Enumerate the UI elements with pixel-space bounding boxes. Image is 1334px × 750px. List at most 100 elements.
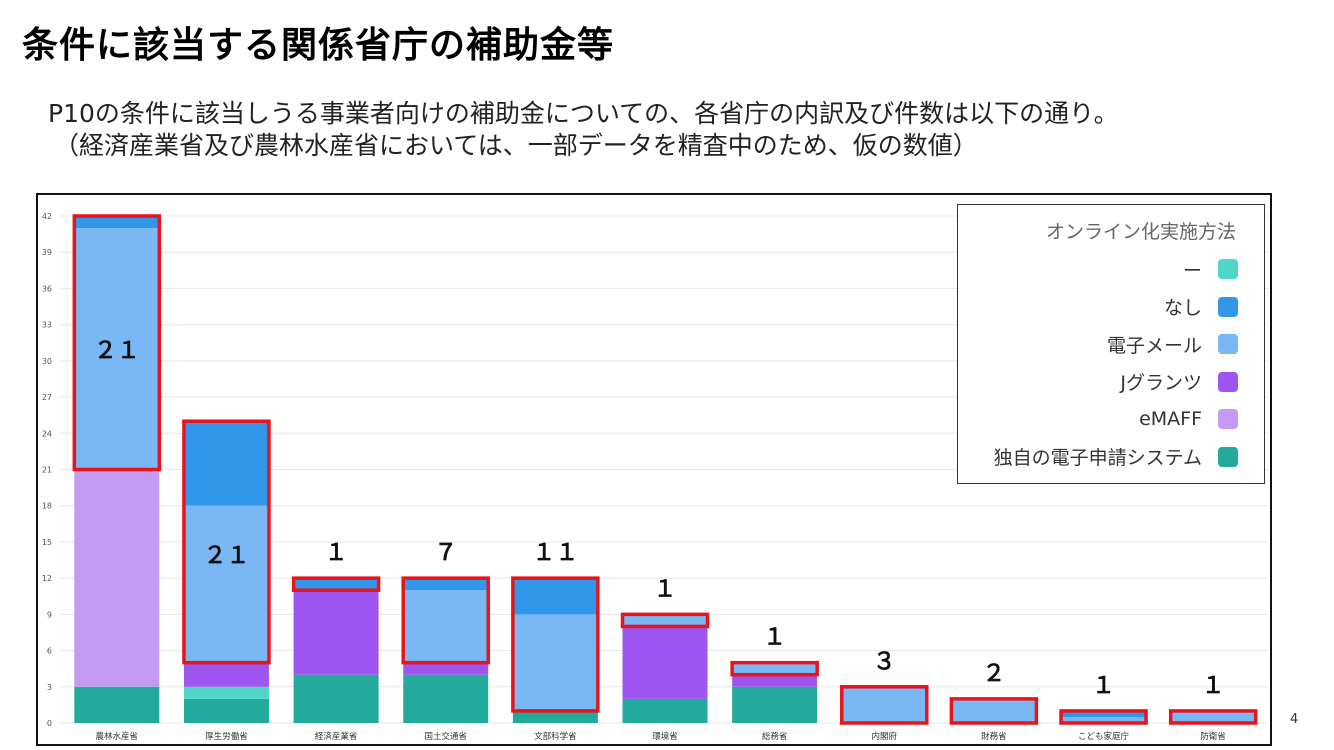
count-label: ２	[982, 661, 1005, 687]
bar-segment-nashi	[183, 421, 269, 506]
bar-segment-own	[622, 698, 708, 723]
count-label: １	[763, 625, 786, 651]
bar-segment-nashi	[512, 578, 598, 615]
count-label: １	[1202, 673, 1225, 699]
legend-item-mail: 電子メール	[1106, 332, 1238, 357]
bar-segment-emaff	[74, 469, 160, 687]
legend-swatch	[1218, 296, 1238, 317]
x-tick-label: 内閣府	[872, 731, 898, 742]
legend-swatch	[1218, 259, 1238, 279]
page-description: P10の条件に該当しうる事業者向けの補助金についての、各省庁の内訳及び件数は以下…	[48, 98, 1119, 162]
highlight-box	[72, 214, 162, 472]
y-tick-label: 0	[47, 719, 52, 728]
description-line-2: （経済産業省及び農林水産省においては、一部データを精査中のため、仮の数値）	[54, 131, 978, 160]
x-tick-label: 財務省	[981, 731, 1007, 742]
y-tick-label: 6	[47, 647, 52, 656]
x-tick-label: 総務省	[762, 731, 788, 742]
highlight-box	[1059, 709, 1148, 725]
description-line-1: P10の条件に該当しうる事業者向けの補助金についての、各省庁の内訳及び件数は以下…	[48, 99, 1119, 128]
x-tick-label: こども家庭庁	[1078, 731, 1130, 742]
highlight-box	[401, 576, 490, 665]
highlight-box	[949, 697, 1039, 725]
x-tick-label: 厚生労働省	[205, 731, 248, 742]
legend-label: 独自の電子申請システム	[993, 447, 1202, 469]
y-tick-label: 36	[42, 284, 52, 293]
count-label: １１	[532, 540, 578, 566]
bar-segment-nashi	[403, 578, 489, 591]
legend-label: eMAFF	[1139, 408, 1202, 430]
y-tick-label: 24	[42, 429, 52, 438]
bar-segment-own	[403, 674, 489, 723]
highlight-box	[511, 576, 600, 713]
bar-segment-own	[183, 698, 269, 723]
legend-label: なし	[1163, 297, 1202, 319]
bar-segment-jgrants	[732, 674, 818, 687]
y-tick-label: 9	[47, 610, 52, 619]
highlight-box	[840, 685, 929, 725]
bar-segment-own	[293, 674, 379, 723]
count-label: ２１	[203, 543, 249, 569]
legend-item-own: 独自の電子申請システム	[994, 445, 1238, 469]
count-label: １	[325, 540, 348, 566]
x-tick-label: 防衛省	[1200, 731, 1226, 742]
count-label: ２１	[94, 338, 140, 364]
bar-segment-jgrants	[622, 626, 708, 699]
legend-swatch	[1218, 371, 1238, 392]
count-label: １	[654, 576, 677, 602]
y-tick-label: 21	[42, 466, 52, 475]
y-tick-label: 33	[42, 321, 52, 330]
bar-segment-own	[512, 710, 598, 723]
y-tick-label: 42	[42, 212, 52, 221]
bar-segment-nashi	[1061, 710, 1147, 717]
chart-legend: オンライン化実施方法 ーなし電子メール Jグランツ eMAFF 独自の電子申請システム	[957, 204, 1265, 484]
legend-label: ー	[1182, 259, 1202, 282]
bar-segment-mail	[1170, 710, 1256, 723]
count-label: ７	[434, 540, 457, 566]
legend-item-dash: ー	[1182, 257, 1238, 282]
y-tick-label: 18	[42, 502, 52, 511]
x-tick-label: 文部科学省	[534, 731, 577, 742]
legend-item-jgrants: Jグランツ	[1120, 370, 1238, 394]
y-tick-label: 12	[42, 574, 52, 583]
bar-segment-mail	[841, 686, 927, 723]
highlight-box	[182, 419, 271, 665]
bar-segment-own	[74, 686, 160, 723]
y-tick-label: 27	[42, 393, 52, 402]
x-tick-label: 農林水産省	[96, 731, 139, 742]
highlight-box	[1168, 709, 1258, 725]
page-number: 4	[1290, 712, 1299, 727]
bar-segment-mail	[622, 614, 708, 627]
y-tick-label: 39	[42, 248, 52, 257]
legend-swatch	[1218, 446, 1238, 467]
y-tick-label: 30	[42, 357, 52, 366]
legend-label: 電子メール	[1106, 334, 1202, 357]
x-tick-label: 経済産業省	[315, 731, 358, 742]
bar-segment-mail	[732, 662, 818, 675]
legend-item-emaff: eMAFF	[1139, 407, 1238, 431]
highlight-box	[291, 576, 381, 592]
bar-segment-jgrants	[183, 662, 269, 687]
bar-segment-dash	[183, 686, 269, 699]
bar-segment-mail	[1061, 716, 1147, 723]
x-tick-label: 国土交通省	[424, 731, 467, 742]
legend-swatch	[1218, 334, 1238, 354]
legend-swatch	[1218, 409, 1238, 429]
bar-segment-jgrants	[403, 662, 489, 675]
chart-frame	[36, 193, 1272, 746]
bar-segment-jgrants	[293, 590, 379, 675]
bar-segment-mail	[512, 614, 598, 711]
count-label: ３	[873, 649, 896, 675]
legend-item-nashi: なし	[1164, 295, 1238, 319]
bar-segment-nashi	[293, 578, 379, 591]
count-label: １	[1092, 673, 1115, 699]
bar-segment-own	[732, 686, 818, 723]
legend-label: Jグランツ	[1120, 372, 1202, 394]
highlight-box	[730, 660, 819, 677]
page-title: 条件に該当する関係省庁の補助金等	[22, 25, 615, 66]
bar-segment-mail	[183, 505, 269, 663]
legend-title: オンライン化実施方法	[1045, 221, 1236, 243]
bar-segment-mail	[74, 228, 160, 470]
y-tick-label: 3	[47, 683, 52, 692]
highlight-box	[620, 612, 710, 629]
